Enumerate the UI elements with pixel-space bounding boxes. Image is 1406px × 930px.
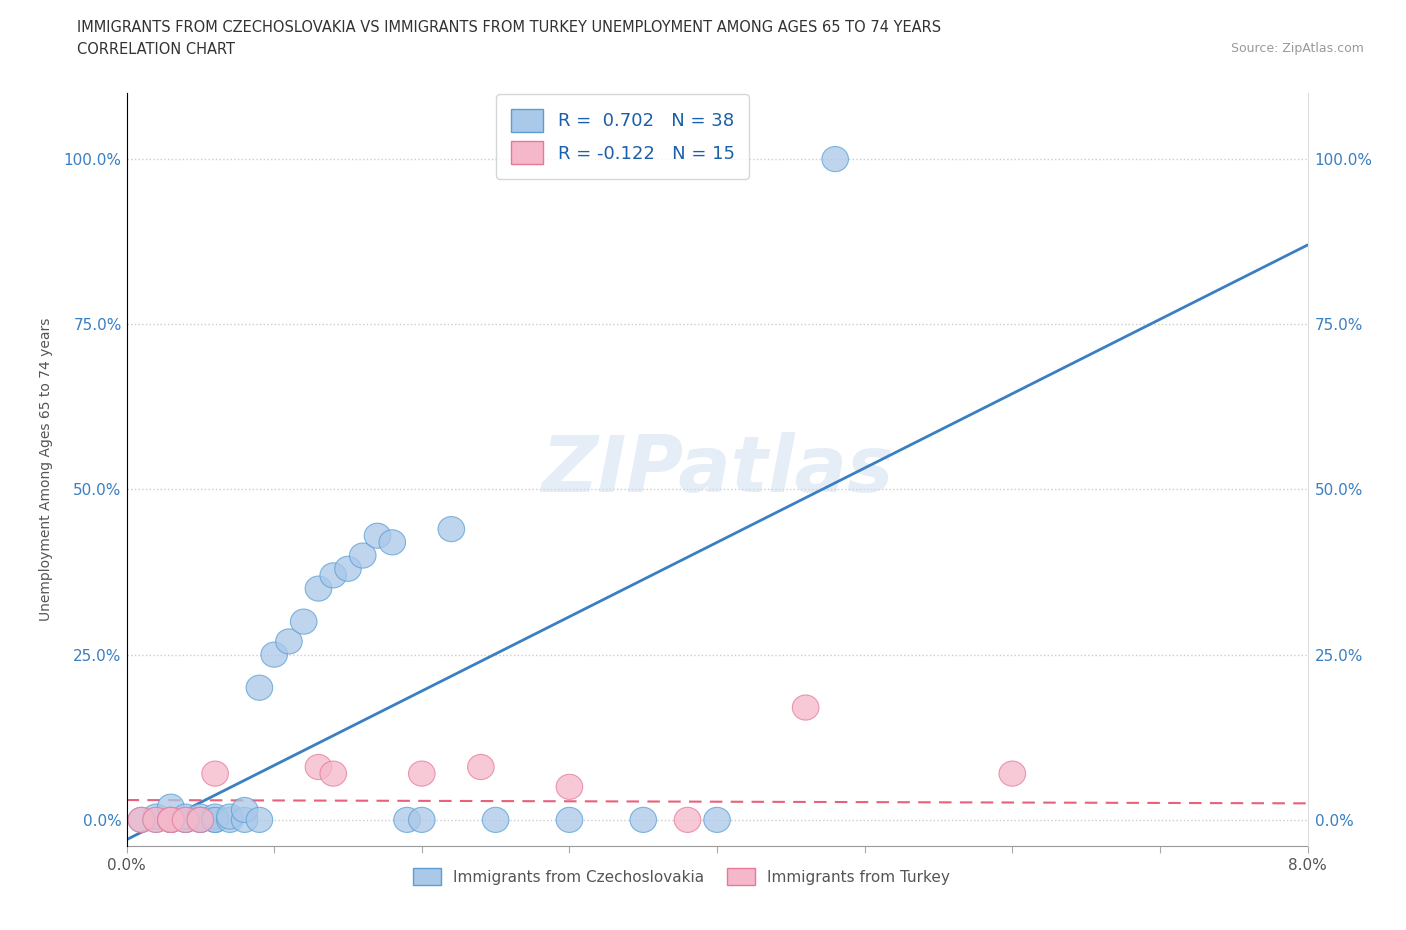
Ellipse shape: [335, 556, 361, 581]
Ellipse shape: [143, 804, 169, 830]
Ellipse shape: [557, 807, 582, 832]
Ellipse shape: [704, 807, 730, 832]
Text: IMMIGRANTS FROM CZECHOSLOVAKIA VS IMMIGRANTS FROM TURKEY UNEMPLOYMENT AMONG AGES: IMMIGRANTS FROM CZECHOSLOVAKIA VS IMMIGR…: [77, 20, 942, 35]
Ellipse shape: [217, 807, 243, 832]
Y-axis label: Unemployment Among Ages 65 to 74 years: Unemployment Among Ages 65 to 74 years: [38, 318, 52, 621]
Ellipse shape: [823, 147, 848, 172]
Ellipse shape: [1000, 761, 1025, 786]
Ellipse shape: [157, 807, 184, 832]
Ellipse shape: [557, 775, 582, 800]
Ellipse shape: [187, 807, 214, 832]
Ellipse shape: [128, 807, 155, 832]
Ellipse shape: [232, 797, 257, 822]
Ellipse shape: [246, 807, 273, 832]
Ellipse shape: [187, 807, 214, 832]
Text: CORRELATION CHART: CORRELATION CHART: [77, 42, 235, 57]
Ellipse shape: [364, 524, 391, 549]
Ellipse shape: [157, 807, 184, 832]
Ellipse shape: [291, 609, 316, 634]
Ellipse shape: [173, 807, 198, 832]
Ellipse shape: [246, 675, 273, 700]
Ellipse shape: [262, 642, 287, 667]
Ellipse shape: [202, 804, 228, 830]
Ellipse shape: [321, 761, 346, 786]
Ellipse shape: [482, 807, 509, 832]
Ellipse shape: [439, 516, 464, 541]
Ellipse shape: [202, 807, 228, 832]
Ellipse shape: [143, 807, 169, 832]
Ellipse shape: [350, 543, 375, 568]
Ellipse shape: [321, 563, 346, 588]
Text: ZIPatlas: ZIPatlas: [541, 432, 893, 508]
Ellipse shape: [173, 807, 198, 832]
Ellipse shape: [187, 807, 214, 832]
Ellipse shape: [217, 804, 243, 830]
Ellipse shape: [380, 530, 405, 555]
Ellipse shape: [157, 807, 184, 832]
Ellipse shape: [630, 807, 657, 832]
Ellipse shape: [409, 807, 434, 832]
Ellipse shape: [128, 807, 155, 832]
Ellipse shape: [173, 807, 198, 832]
Ellipse shape: [468, 754, 494, 779]
Ellipse shape: [143, 807, 169, 832]
Ellipse shape: [276, 629, 302, 654]
Legend: Immigrants from Czechoslovakia, Immigrants from Turkey: Immigrants from Czechoslovakia, Immigran…: [408, 861, 956, 891]
Ellipse shape: [232, 807, 257, 832]
Ellipse shape: [305, 754, 332, 779]
Ellipse shape: [202, 761, 228, 786]
Ellipse shape: [157, 807, 184, 832]
Ellipse shape: [409, 761, 434, 786]
Ellipse shape: [202, 807, 228, 832]
Ellipse shape: [793, 695, 818, 720]
Ellipse shape: [173, 804, 198, 830]
Ellipse shape: [187, 804, 214, 830]
Ellipse shape: [394, 807, 420, 832]
Text: Source: ZipAtlas.com: Source: ZipAtlas.com: [1230, 42, 1364, 55]
Ellipse shape: [305, 576, 332, 601]
Ellipse shape: [675, 807, 700, 832]
Ellipse shape: [157, 794, 184, 819]
